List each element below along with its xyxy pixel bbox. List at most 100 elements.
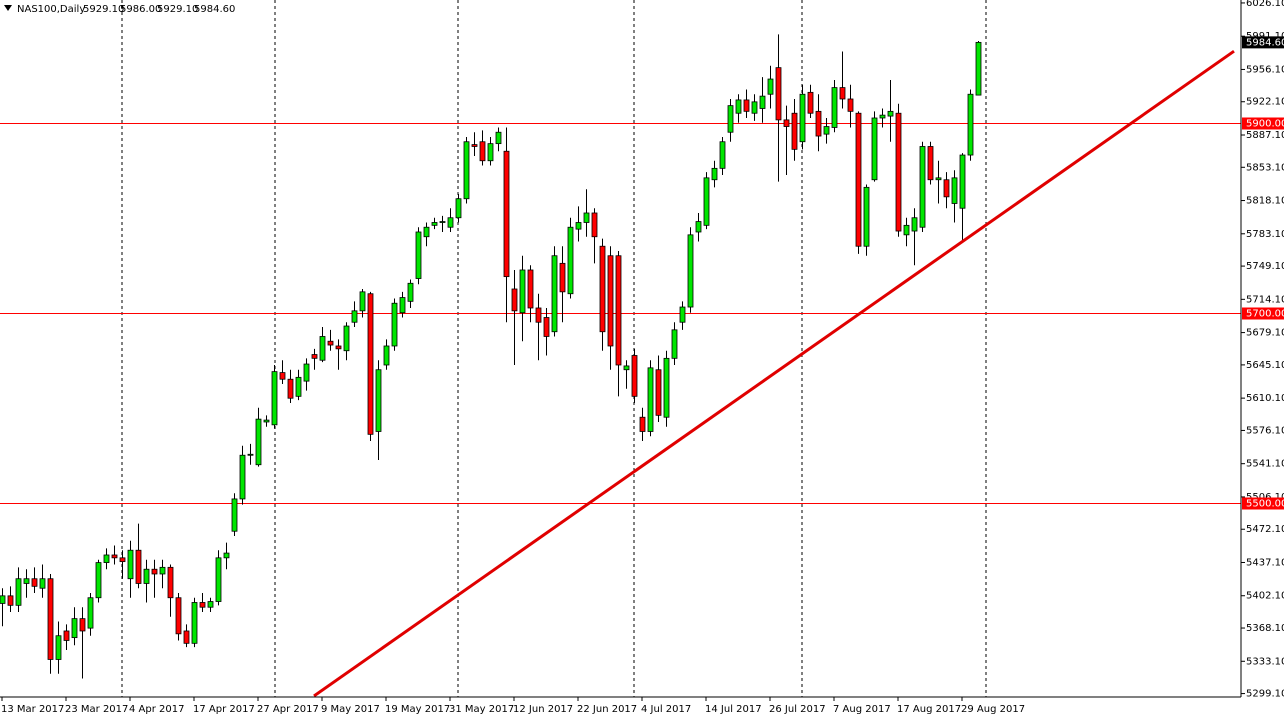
x-tick-label: 4 Apr 2017: [129, 704, 184, 715]
last-price-label: 5984.60: [1246, 37, 1284, 48]
candle-body: [727, 105, 734, 133]
x-tick-label: 26 Jul 2017: [769, 704, 826, 715]
candle-body: [543, 317, 550, 337]
candle-body: [295, 376, 302, 397]
symbol: NAS100,Daily: [17, 4, 85, 15]
candle-body: [951, 177, 958, 204]
header-high: 5986.00: [120, 4, 161, 15]
y-tick-label: 5956.10: [1246, 64, 1284, 75]
y-tick-label: 5714.10: [1246, 294, 1284, 305]
level-label-box: [1242, 497, 1284, 510]
header-low: 5929.10: [157, 4, 198, 15]
candle-body: [943, 179, 950, 198]
y-tick-label: 5853.10: [1246, 162, 1284, 173]
candle-body: [247, 453, 254, 456]
candle-body: [751, 101, 758, 114]
candle-body: [631, 355, 638, 397]
candle-body: [799, 93, 806, 143]
candle-body: [503, 150, 510, 278]
candle-body: [159, 566, 166, 575]
candle-body: [615, 255, 622, 366]
candle-body: [967, 93, 974, 156]
candle-body: [847, 98, 854, 112]
candle-body: [319, 336, 326, 361]
plot-area: [0, 0, 1241, 697]
candle-body: [47, 578, 54, 660]
header-close: 5984.60: [194, 4, 235, 15]
candle-body: [495, 131, 502, 145]
candle-body: [375, 369, 382, 432]
y-tick-label: 5368.10: [1246, 623, 1284, 634]
candle-body: [335, 345, 342, 350]
candle-body: [775, 67, 782, 121]
y-tick-label: 5610.10: [1246, 393, 1284, 404]
candle-body: [759, 95, 766, 109]
candle-body: [15, 578, 22, 606]
y-tick-label: 5299.10: [1246, 689, 1284, 700]
candle-body: [351, 310, 358, 323]
candle-body: [383, 345, 390, 366]
candle-body: [63, 630, 70, 641]
candle-body: [119, 557, 126, 563]
level-label-box: [1242, 307, 1284, 320]
candle-body: [735, 99, 742, 114]
header: NAS100,Daily 5929.10 5986.00 5929.10 598…: [4, 4, 235, 15]
level-label: 5900.00: [1246, 119, 1284, 130]
x-tick-label: 14 Jul 2017: [705, 704, 762, 715]
y-tick-label: 5922.10: [1246, 97, 1284, 108]
candle-body: [127, 549, 134, 580]
candle-body: [655, 369, 662, 416]
candle-body: [583, 212, 590, 223]
candle-body: [623, 365, 630, 371]
candle-body: [911, 217, 918, 232]
y-tick-label: 5783.10: [1246, 229, 1284, 240]
candle-body: [391, 302, 398, 347]
candle-body: [959, 154, 966, 209]
candle-body: [71, 618, 78, 639]
candle-body: [311, 354, 318, 359]
candle-body: [687, 234, 694, 308]
header-open: 5929.10: [83, 4, 124, 15]
candle-body: [839, 87, 846, 100]
candle-body: [903, 224, 910, 236]
candle-body: [479, 141, 486, 162]
candle-body: [231, 498, 238, 532]
candle-body: [783, 119, 790, 127]
x-tick-label: 31 May 2017: [449, 704, 514, 715]
candle-body: [175, 597, 182, 635]
candle-body: [0, 595, 6, 604]
level-label: 5500.00: [1246, 499, 1284, 510]
candle-body: [639, 416, 646, 432]
candle-body: [215, 557, 222, 602]
candle-body: [559, 262, 566, 293]
candle-body: [823, 126, 830, 135]
candle-body: [135, 549, 142, 584]
candle-body: [767, 78, 774, 95]
candle-body: [431, 222, 438, 226]
candle-body: [223, 552, 230, 559]
candle-body: [199, 602, 206, 608]
candle-body: [887, 110, 894, 117]
candle-body: [791, 112, 798, 150]
candle-body: [703, 177, 710, 226]
y-tick-label: 6026.10: [1246, 0, 1284, 9]
candle-body: [31, 578, 38, 587]
trendline: [313, 49, 1235, 697]
candle-body: [463, 141, 470, 200]
candle-body: [927, 146, 934, 181]
candle-body: [39, 578, 46, 589]
x-tick-label: 17 Aug 2017: [897, 704, 961, 715]
candle-body: [527, 269, 534, 309]
y-tick-label: 5576.10: [1246, 425, 1284, 436]
candle-body: [647, 367, 654, 432]
x-tick-label: 9 May 2017: [321, 704, 380, 715]
candle-body: [535, 307, 542, 323]
candle-body: [87, 597, 94, 629]
candle-body: [439, 221, 446, 223]
candle-body: [671, 329, 678, 359]
candle-body: [367, 293, 374, 435]
y-tick-label: 5818.10: [1246, 196, 1284, 207]
candle-body: [415, 231, 422, 279]
candle-body: [575, 222, 582, 230]
